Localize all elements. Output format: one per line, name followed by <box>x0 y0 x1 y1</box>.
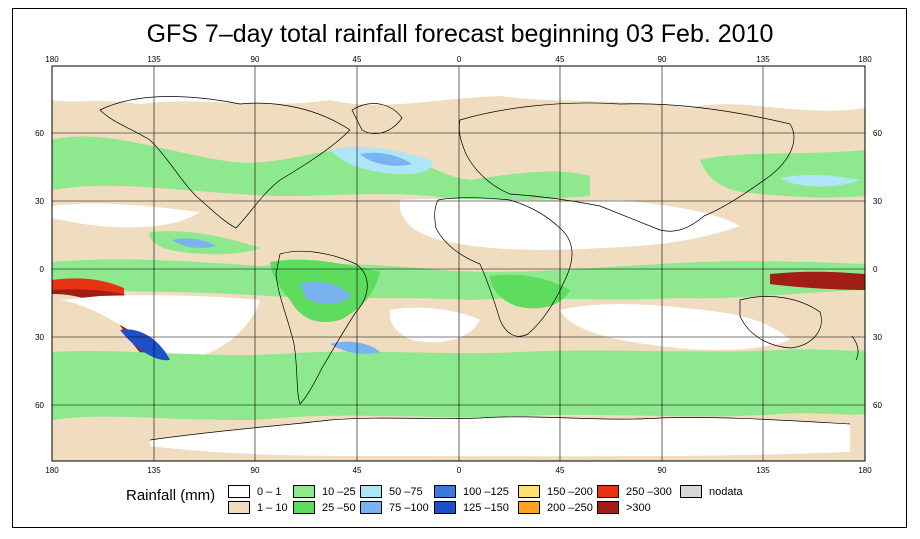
legend-label: 25 –50 <box>322 501 356 514</box>
legend-swatch <box>518 485 540 498</box>
legend-label: nodata <box>709 485 743 498</box>
legend-label: 150 –200 <box>547 485 593 498</box>
lon-label: 45 <box>556 55 565 64</box>
legend-label: 10 –25 <box>322 485 356 498</box>
legend-label: 200 –250 <box>547 501 593 514</box>
legend-title: Rainfall (mm) <box>126 487 216 504</box>
lon-label: 45 <box>353 466 362 475</box>
graticule <box>52 66 865 461</box>
lon-label: 135 <box>147 55 161 64</box>
lon-label: 135 <box>756 466 770 475</box>
legend-label: 1 – 10 <box>257 501 288 514</box>
legend-swatch <box>680 485 702 498</box>
lat-label: 30 <box>35 333 44 342</box>
legend-label: 75 –100 <box>389 501 429 514</box>
map-border <box>51 65 866 462</box>
lon-label: 135 <box>147 466 161 475</box>
legend-swatch <box>360 501 382 514</box>
legend-item: nodata <box>680 484 743 499</box>
lon-label: 135 <box>756 55 770 64</box>
lon-label: 90 <box>658 466 667 475</box>
legend-swatch <box>293 485 315 498</box>
lon-labels-bottom: 180 135 90 45 0 45 90 135 180 <box>45 466 872 475</box>
lon-label: 180 <box>858 466 872 475</box>
legend-item: 125 –150 <box>434 500 509 515</box>
lon-labels-top: 180 135 90 45 0 45 90 135 180 <box>45 55 872 64</box>
lon-label: 90 <box>251 55 260 64</box>
legend-label: >300 <box>626 501 651 514</box>
lon-label: 90 <box>251 466 260 475</box>
lat-label: 60 <box>35 129 44 138</box>
lat-labels-right: 60 30 0 30 60 <box>873 129 882 410</box>
lat-label: 60 <box>873 129 882 138</box>
figure-frame <box>12 8 907 528</box>
lon-label: 45 <box>353 55 362 64</box>
legend-item: >300 <box>597 500 651 515</box>
legend-label: 0 – 1 <box>257 485 282 498</box>
lon-label: 0 <box>457 466 462 475</box>
legend-item: 200 –250 <box>518 500 593 515</box>
legend-swatch <box>293 501 315 514</box>
lat-label: 60 <box>873 401 882 410</box>
legend-label: 50 –75 <box>389 485 423 498</box>
legend-item: 10 –25 <box>293 484 356 499</box>
lat-label: 0 <box>40 265 45 274</box>
legend-swatch <box>597 501 619 514</box>
lon-label: 180 <box>45 466 59 475</box>
legend-swatch <box>228 501 250 514</box>
legend-swatch <box>360 485 382 498</box>
lon-label: 180 <box>45 55 59 64</box>
legend-item: 250 –300 <box>597 484 672 499</box>
lat-label: 60 <box>35 401 44 410</box>
legend-swatch <box>597 485 619 498</box>
legend-label: 125 –150 <box>463 501 509 514</box>
lon-label: 180 <box>858 55 872 64</box>
lat-label: 30 <box>35 197 44 206</box>
lon-label: 90 <box>658 55 667 64</box>
lat-labels-left: 60 30 0 30 60 <box>35 129 44 410</box>
legend-swatch <box>434 485 456 498</box>
lon-label: 0 <box>457 55 462 64</box>
legend-item: 150 –200 <box>518 484 593 499</box>
legend-swatch <box>518 501 540 514</box>
legend-item: 25 –50 <box>293 500 356 515</box>
map-title: GFS 7–day total rainfall forecast beginn… <box>146 20 774 48</box>
legend-item: 50 –75 <box>360 484 423 499</box>
legend-item: 100 –125 <box>434 484 509 499</box>
legend-swatch <box>434 501 456 514</box>
legend-item: 1 – 10 <box>228 500 288 515</box>
lat-label: 30 <box>873 197 882 206</box>
lon-label: 45 <box>556 466 565 475</box>
legend-swatch <box>228 485 250 498</box>
lat-label: 30 <box>873 333 882 342</box>
legend-item: 0 – 1 <box>228 484 281 499</box>
legend-label: 100 –125 <box>463 485 509 498</box>
legend-label: 250 –300 <box>626 485 672 498</box>
legend-item: 75 –100 <box>360 500 429 515</box>
lat-label: 0 <box>873 265 878 274</box>
